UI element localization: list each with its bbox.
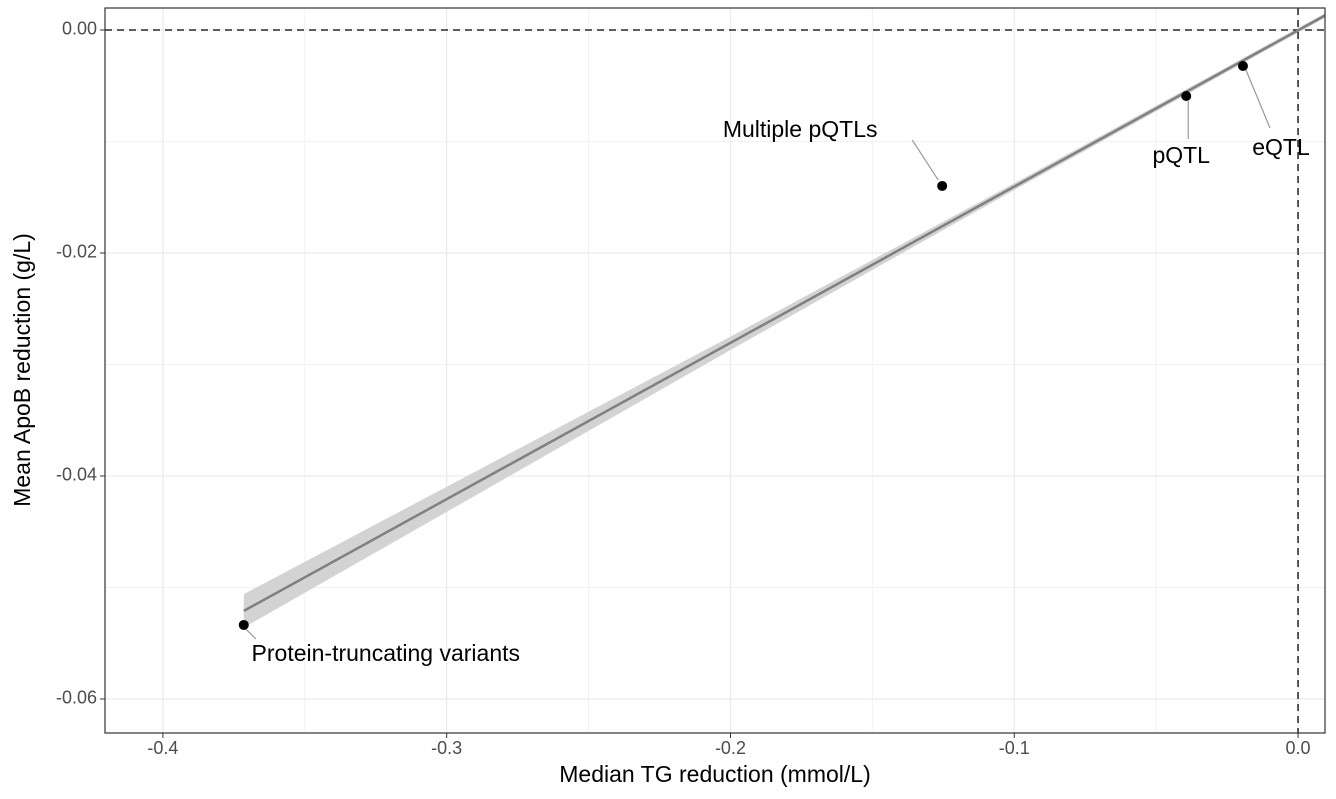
point-label: Protein-truncating variants bbox=[252, 640, 520, 666]
label-leader bbox=[245, 628, 257, 640]
label-leader bbox=[911, 139, 939, 181]
y-tick-label: -0.06 bbox=[56, 688, 97, 708]
x-tick-label: -0.2 bbox=[715, 738, 746, 758]
x-axis-title: Median TG reduction (mmol/L) bbox=[559, 761, 870, 787]
x-tick-label: -0.3 bbox=[431, 738, 462, 758]
point-label: Multiple pQTLs bbox=[723, 116, 878, 142]
plot-border bbox=[104, 7, 1326, 734]
label-leader bbox=[1245, 69, 1271, 129]
point bbox=[1181, 90, 1192, 101]
point bbox=[238, 619, 249, 630]
point-label: eQTL bbox=[1252, 134, 1310, 160]
fit-line bbox=[243, 14, 1326, 612]
y-axis-title: Mean ApoB reduction (g/L) bbox=[9, 233, 35, 507]
point-label: pQTL bbox=[1152, 142, 1210, 168]
confidence-band bbox=[243, 13, 1325, 628]
y-tick-label: -0.04 bbox=[56, 465, 97, 485]
x-tick-label: -0.4 bbox=[147, 738, 178, 758]
x-tick-label: -0.1 bbox=[999, 738, 1030, 758]
point bbox=[937, 180, 948, 191]
y-tick-label: -0.02 bbox=[56, 242, 97, 262]
point bbox=[1237, 60, 1248, 71]
y-tick-label: 0.00 bbox=[62, 19, 97, 39]
x-tick-label: 0.0 bbox=[1286, 738, 1311, 758]
